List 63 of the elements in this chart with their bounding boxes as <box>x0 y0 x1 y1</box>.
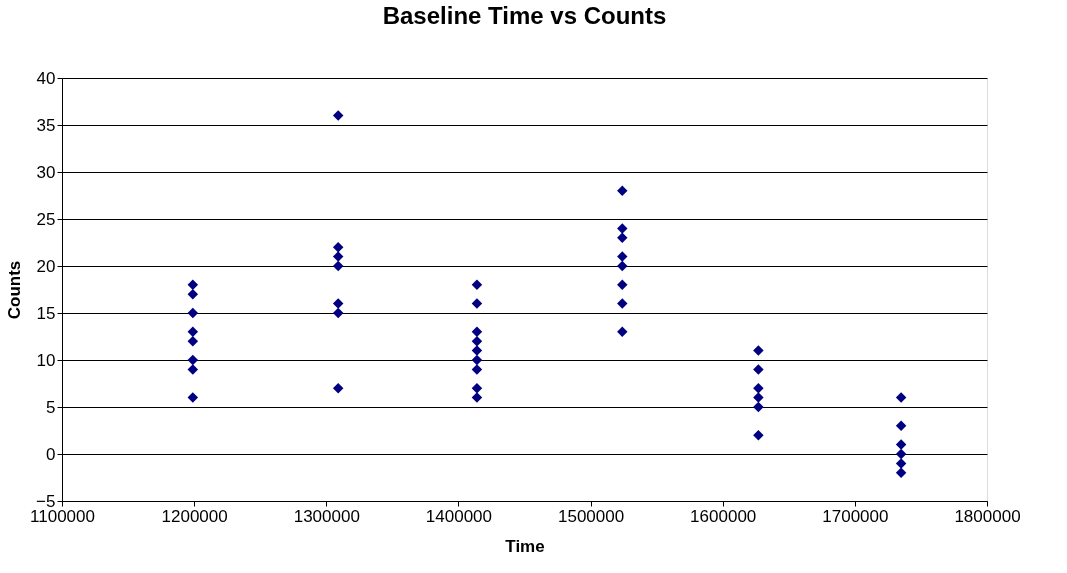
point <box>187 335 199 347</box>
point <box>332 251 344 262</box>
point <box>187 364 199 375</box>
point <box>895 420 907 432</box>
x-tick-label: 1700000 <box>822 506 889 526</box>
point <box>617 279 628 291</box>
point <box>895 458 907 469</box>
point <box>332 298 344 309</box>
point <box>332 260 344 272</box>
point <box>617 185 628 197</box>
point <box>617 298 628 309</box>
y-tick-label: 35 <box>36 115 56 135</box>
point <box>753 382 764 394</box>
point <box>187 288 199 300</box>
point <box>753 364 764 375</box>
x-tick-label: 1600000 <box>690 506 757 526</box>
point <box>187 354 199 366</box>
point <box>617 251 628 262</box>
point <box>617 232 628 244</box>
point <box>471 345 483 356</box>
point <box>187 392 199 403</box>
point <box>332 307 344 319</box>
y-tick-label: 40 <box>36 68 56 88</box>
y-tick-label: 20 <box>36 256 56 276</box>
point <box>471 364 483 375</box>
point <box>471 279 483 291</box>
point <box>187 326 199 338</box>
point <box>617 326 628 338</box>
point <box>471 392 483 403</box>
x-tick-label: 1400000 <box>425 506 493 526</box>
x-tick-label: 1200000 <box>161 506 228 526</box>
point <box>753 392 764 403</box>
point <box>617 223 628 234</box>
x-tick-label: 1500000 <box>557 506 625 526</box>
point <box>617 260 628 272</box>
y-tick-label: 5 <box>46 397 56 417</box>
y-tick-label: 25 <box>36 209 56 229</box>
point <box>471 354 483 366</box>
point <box>332 382 344 394</box>
x-tick-label: 1800000 <box>954 506 1021 526</box>
y-tick-label: 30 <box>36 162 56 182</box>
point <box>471 298 483 309</box>
point <box>753 429 764 441</box>
y-tick-label: 15 <box>36 303 56 323</box>
point <box>895 439 907 450</box>
point <box>187 307 199 319</box>
x-tick-label: 1300000 <box>293 506 360 526</box>
point <box>471 326 483 338</box>
point <box>332 110 344 121</box>
point <box>471 382 483 394</box>
point <box>895 448 907 460</box>
point <box>895 392 907 403</box>
point <box>332 241 344 253</box>
y-tick-label: 10 <box>36 350 56 370</box>
point <box>187 279 199 291</box>
x-axis-title: Time <box>505 536 545 556</box>
y-tick-label: 0 <box>46 444 56 464</box>
point <box>471 335 483 347</box>
point <box>753 345 764 356</box>
point <box>895 467 907 479</box>
y-axis-title: Counts <box>5 260 25 320</box>
point <box>753 401 764 413</box>
chart-title: Baseline Time vs Counts <box>382 2 667 29</box>
